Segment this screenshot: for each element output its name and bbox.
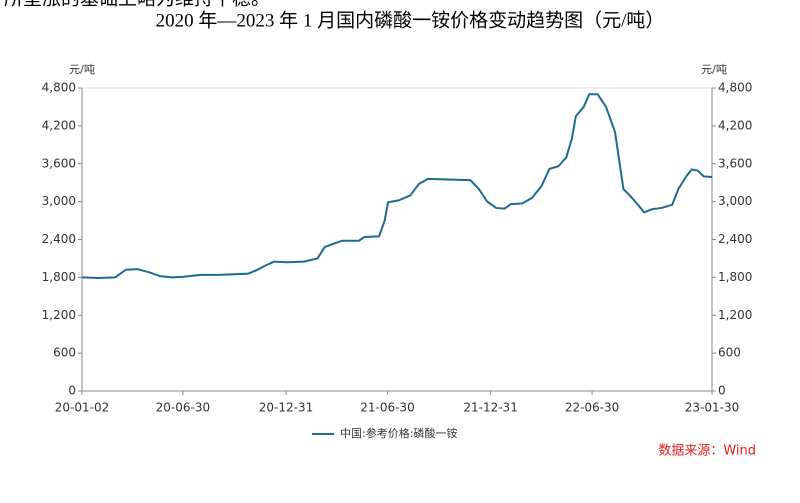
y2ticks-label: 1,800 — [718, 270, 752, 284]
y2ticks-label: 4,200 — [718, 118, 752, 132]
x-tick-label: 20-12-31 — [259, 401, 313, 415]
y2ticks-label: 4,800 — [718, 81, 752, 95]
yticks-label: 1,800 — [42, 270, 76, 284]
yticks-label: 4,200 — [42, 118, 76, 132]
y2ticks-label: 3,600 — [718, 156, 752, 170]
yticks-label: 2,400 — [42, 232, 76, 246]
yticks-label: 600 — [53, 346, 76, 360]
caption: 所呈涨的基础上略为维持平稳。 — [4, 0, 270, 9]
series-line — [81, 93, 713, 280]
x-tick-label: 21-06-30 — [360, 401, 414, 415]
y2ticks-label: 1,200 — [718, 308, 752, 322]
x-tick-label: 20-06-30 — [156, 401, 210, 415]
chart-title: 2020 年—2023 年 1 月国内磷酸一铵价格变动趋势图（元/吨） — [156, 9, 665, 31]
y2ticks-label: 2,400 — [718, 232, 752, 246]
yticks-label: 0 — [68, 384, 76, 398]
source: 数据来源：Wind — [658, 444, 756, 459]
y2ticks-label: 0 — [718, 384, 726, 398]
x-tick-label: 20-01-02 — [55, 401, 109, 415]
y2ticks-label: 3,000 — [718, 194, 752, 208]
yticks-label: 3,000 — [42, 194, 76, 208]
yticks-label: 1,200 — [42, 308, 76, 322]
legend-label: 中国:参考价格:磷酸一铵 — [340, 426, 457, 440]
x-tick-label: 23-01-30 — [685, 401, 739, 415]
y2ticks-label: 600 — [718, 346, 741, 360]
x-tick-label: 21-12-31 — [463, 401, 517, 415]
yticks-label: 4,800 — [42, 81, 76, 95]
y-unit: 元/吨 — [69, 63, 95, 76]
x-tick-label: 22-06-30 — [565, 401, 619, 415]
yticks-label: 3,600 — [42, 156, 76, 170]
y2-unit: 元/吨 — [701, 63, 727, 76]
